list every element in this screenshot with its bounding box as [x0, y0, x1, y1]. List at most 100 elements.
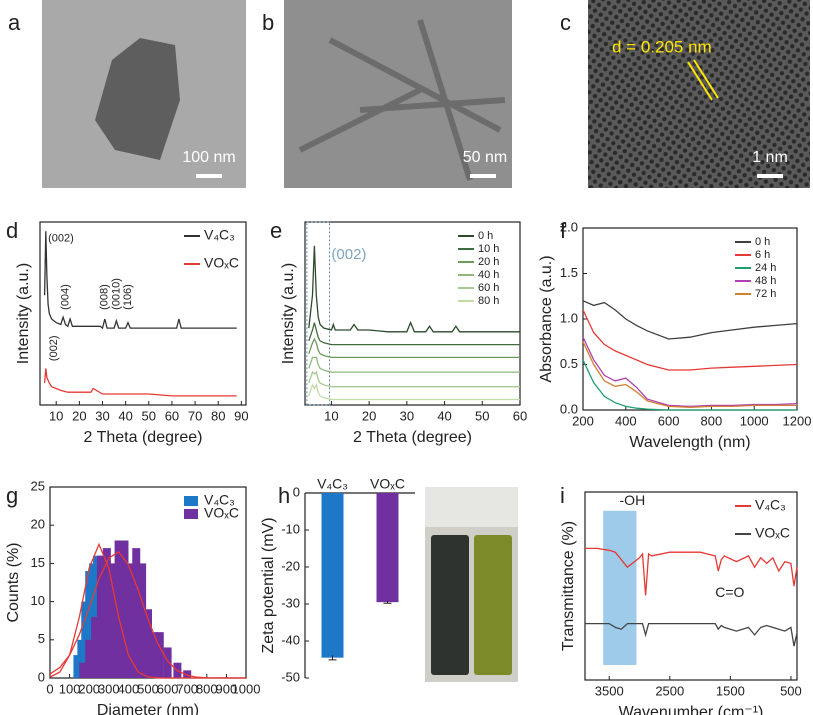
x-axis-label: Wavenumber (cm⁻¹): [619, 704, 764, 715]
y-axis-label: Intensity (a.u.): [15, 263, 32, 364]
data-line: [43, 368, 237, 397]
annotation: (004): [59, 284, 71, 310]
data-line: [308, 356, 520, 373]
panel-letter: h: [278, 483, 290, 508]
category-label: VOₓC: [370, 476, 405, 492]
x-tick-label: 50: [142, 408, 156, 423]
x-tick-label: 0: [46, 681, 53, 696]
highlight-region: [603, 510, 637, 665]
data-line: [585, 547, 798, 596]
x-tick-label: 40: [118, 408, 132, 423]
x-tick-label: 20: [72, 408, 86, 423]
bar: [321, 493, 344, 658]
x-axis-label: Wavelength (nm): [629, 434, 750, 451]
data-line: [308, 337, 520, 359]
x-tick-label: 400: [118, 681, 140, 696]
y-tick-label: 0.0: [560, 401, 578, 416]
panel-letter: b: [262, 10, 274, 35]
legend-label: 20 h: [478, 256, 499, 268]
data-line: [49, 551, 246, 679]
y-tick-label: 1.5: [560, 265, 578, 280]
data-line: [582, 300, 798, 340]
x-tick-label: 60: [513, 408, 527, 423]
x-axis-label: 2 Theta (degree): [353, 429, 472, 446]
bar: [108, 563, 117, 678]
y-tick-label: 0.5: [560, 356, 578, 371]
x-tick-label: 40: [437, 408, 451, 423]
panel-letter: f: [560, 218, 567, 243]
y-tick-label: 0: [293, 484, 300, 499]
annotation: -OH: [620, 492, 646, 508]
bar: [155, 632, 164, 678]
panel-letter: i: [560, 483, 565, 508]
x-tick-label: 400: [615, 413, 637, 428]
x-tick-label: 90: [234, 408, 248, 423]
data-line: [582, 309, 798, 371]
data-line: [308, 245, 520, 333]
x-tick-label: 30: [95, 408, 109, 423]
bar: [85, 639, 94, 678]
panel-letter: a: [8, 10, 21, 35]
x-tick-label: 1000: [232, 681, 261, 696]
plot-frame: [39, 221, 247, 406]
legend-label: VOₓC: [204, 505, 239, 521]
x-tick-label: 70: [188, 408, 202, 423]
legend-label: V₄C₃: [755, 497, 786, 513]
y-tick-label: 25: [31, 478, 45, 493]
scale-label: 50 nm: [463, 149, 507, 166]
legend-label: V₄C₃: [204, 492, 235, 508]
x-tick-label: 3500: [595, 683, 624, 698]
bar: [120, 540, 129, 678]
data-line: [582, 341, 797, 408]
y-axis-label: Absorbance (a.u.): [538, 255, 555, 382]
legend-label: 40 h: [478, 269, 499, 281]
data-line: [585, 622, 798, 647]
tem-image-b: [284, 0, 512, 188]
annotation: C=O: [715, 584, 744, 600]
x-tick-label: 500: [137, 681, 159, 696]
legend-label: 6 h: [755, 249, 770, 261]
y-tick-label: -40: [281, 632, 300, 647]
annotation: (106): [122, 284, 134, 310]
x-tick-label: 200: [572, 413, 594, 428]
y-axis-label: Intensity (a.u.): [280, 263, 297, 364]
legend-label: VOₓC: [755, 525, 790, 541]
y-tick-label: -50: [281, 669, 300, 684]
y-tick-label: 5: [38, 631, 45, 646]
legend-swatch: [184, 509, 198, 519]
x-tick-label: 1000: [740, 413, 769, 428]
category-label: V₄C₃: [317, 476, 348, 492]
bar: [96, 555, 105, 678]
x-tick-label: 1200: [783, 413, 812, 428]
data-line: [308, 370, 520, 388]
bar: [91, 616, 100, 678]
legend-label: 80 h: [478, 295, 499, 307]
x-tick-label: 200: [78, 681, 100, 696]
y-tick-label: 2.0: [560, 219, 578, 234]
x-tick-label: 800: [196, 681, 218, 696]
x-tick-label: 700: [176, 681, 198, 696]
annotation: (002): [48, 335, 60, 361]
legend-label: 60 h: [478, 282, 499, 294]
highlight-region: [306, 221, 331, 406]
annotation: (002): [331, 246, 366, 263]
x-tick-label: 100: [59, 681, 81, 696]
legend-label: 24 h: [755, 262, 776, 274]
y-tick-label: 15: [31, 555, 45, 570]
x-tick-label: 300: [98, 681, 120, 696]
bar: [114, 540, 123, 678]
panel-letter: g: [6, 483, 18, 508]
legend-label: VOₓC: [204, 255, 239, 271]
plot-frame: [584, 491, 798, 681]
y-tick-label: -30: [281, 595, 300, 610]
x-tick-label: 10: [49, 408, 63, 423]
bar: [376, 493, 399, 603]
x-tick-label: 1500: [716, 683, 745, 698]
bar: [149, 632, 158, 678]
tem-image-a: [42, 0, 246, 188]
bar: [183, 670, 192, 678]
x-tick-label: 20: [362, 408, 376, 423]
panel-letter: d: [6, 218, 18, 243]
y-axis-label: Counts (%): [5, 542, 22, 622]
